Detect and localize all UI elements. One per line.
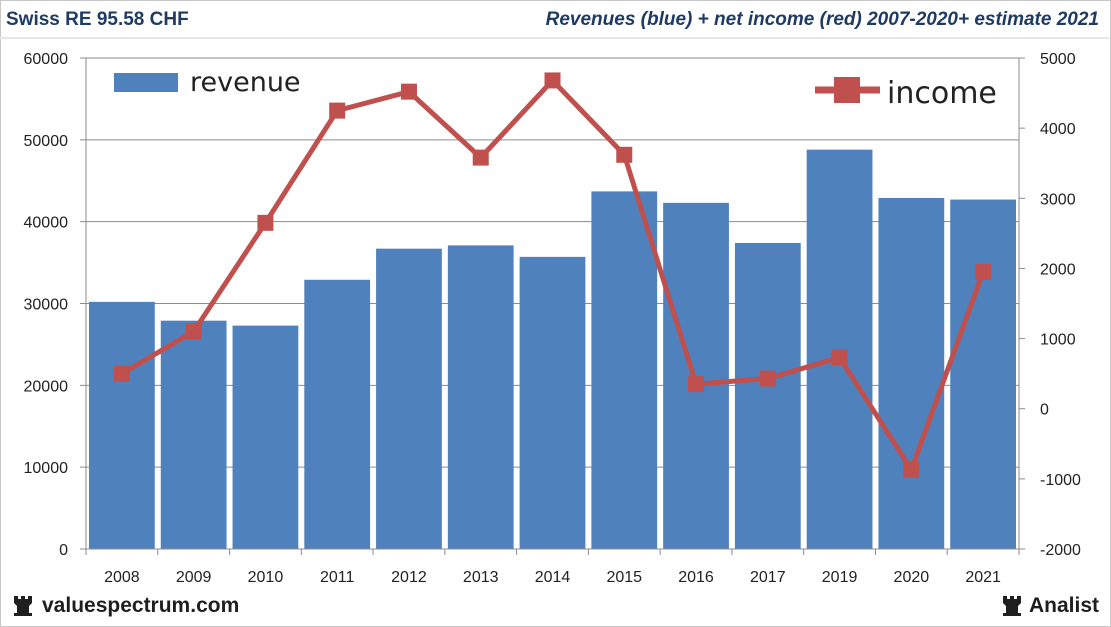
revenue-bar bbox=[447, 245, 514, 550]
y-left-tick-label: 30000 bbox=[24, 297, 69, 314]
income-point bbox=[113, 365, 130, 382]
income-point bbox=[903, 461, 920, 478]
income-point bbox=[400, 83, 417, 100]
income-point bbox=[831, 349, 848, 366]
rook-icon bbox=[14, 596, 32, 616]
y-right-tick-label: 0 bbox=[1040, 402, 1049, 419]
income-point bbox=[759, 370, 776, 387]
income-point bbox=[185, 323, 202, 340]
x-tick-label: 2011 bbox=[320, 569, 355, 586]
revenue-bar bbox=[304, 279, 371, 549]
footer-brand-right-text: Analist bbox=[1028, 594, 1099, 617]
x-tick-label: 2009 bbox=[176, 569, 212, 586]
y-right-tick-label: 4000 bbox=[1040, 121, 1076, 138]
legend-revenue-label: revenue bbox=[190, 67, 301, 98]
revenue-bar bbox=[376, 248, 442, 549]
revenue-bar bbox=[950, 199, 1016, 550]
y-right-tick-label: 3000 bbox=[1040, 191, 1076, 208]
revenue-bar bbox=[806, 149, 873, 550]
legend-income-label: income bbox=[887, 76, 997, 111]
y-left-tick-label: 10000 bbox=[24, 460, 69, 477]
y-left-tick-label: 0 bbox=[59, 542, 68, 559]
income-point bbox=[975, 263, 992, 280]
y-right-tick-label: -1000 bbox=[1040, 472, 1081, 489]
x-tick-label: 2021 bbox=[965, 569, 1001, 586]
x-tick-label: 2013 bbox=[463, 569, 499, 586]
y-right-tick-label: 1000 bbox=[1040, 332, 1076, 349]
x-tick-label: 2019 bbox=[822, 569, 858, 586]
y-left-tick-label: 60000 bbox=[24, 51, 69, 68]
rook-icon bbox=[1002, 596, 1021, 616]
y-left-tick-label: 40000 bbox=[24, 215, 69, 232]
revenue-bar bbox=[232, 325, 299, 549]
footer-brand-left: valuespectrum.com bbox=[12, 594, 239, 618]
income-point bbox=[472, 149, 489, 166]
revenue-bar bbox=[878, 197, 945, 549]
x-tick-label: 2014 bbox=[535, 569, 571, 586]
income-point bbox=[616, 146, 633, 163]
header-divider bbox=[0, 37, 1109, 39]
x-tick-label: 2016 bbox=[678, 569, 714, 586]
footer-brand-right: Analist bbox=[1001, 594, 1099, 618]
revenue-bar bbox=[519, 256, 586, 549]
revenue-bar bbox=[89, 301, 155, 549]
revenue-bar bbox=[734, 242, 801, 549]
income-point bbox=[544, 72, 561, 89]
revenue-bar bbox=[591, 191, 658, 549]
x-tick-label: 2012 bbox=[391, 569, 427, 586]
legend-income-marker bbox=[834, 77, 860, 103]
y-right-tick-label: 2000 bbox=[1040, 261, 1076, 278]
revenue-bar bbox=[160, 320, 227, 549]
y-right-tick-label: -2000 bbox=[1040, 542, 1081, 559]
x-tick-label: 2017 bbox=[750, 569, 786, 586]
x-tick-label: 2020 bbox=[894, 569, 930, 586]
x-tick-label: 2010 bbox=[248, 569, 284, 586]
income-point bbox=[329, 102, 346, 119]
chart-header-left: Swiss RE 95.58 CHF bbox=[6, 9, 189, 30]
y-right-tick-label: 5000 bbox=[1040, 51, 1076, 68]
x-tick-label: 2008 bbox=[104, 569, 140, 586]
income-point bbox=[688, 376, 705, 393]
y-left-tick-label: 20000 bbox=[24, 378, 69, 395]
footer-brand-left-text: valuespectrum.com bbox=[42, 594, 240, 617]
legend-revenue-swatch bbox=[114, 73, 178, 92]
y-left-tick-label: 50000 bbox=[24, 133, 69, 150]
income-point bbox=[257, 214, 274, 231]
chart-header-right: Revenues (blue) + net income (red) 2007-… bbox=[545, 9, 1099, 30]
x-tick-label: 2015 bbox=[606, 569, 642, 586]
